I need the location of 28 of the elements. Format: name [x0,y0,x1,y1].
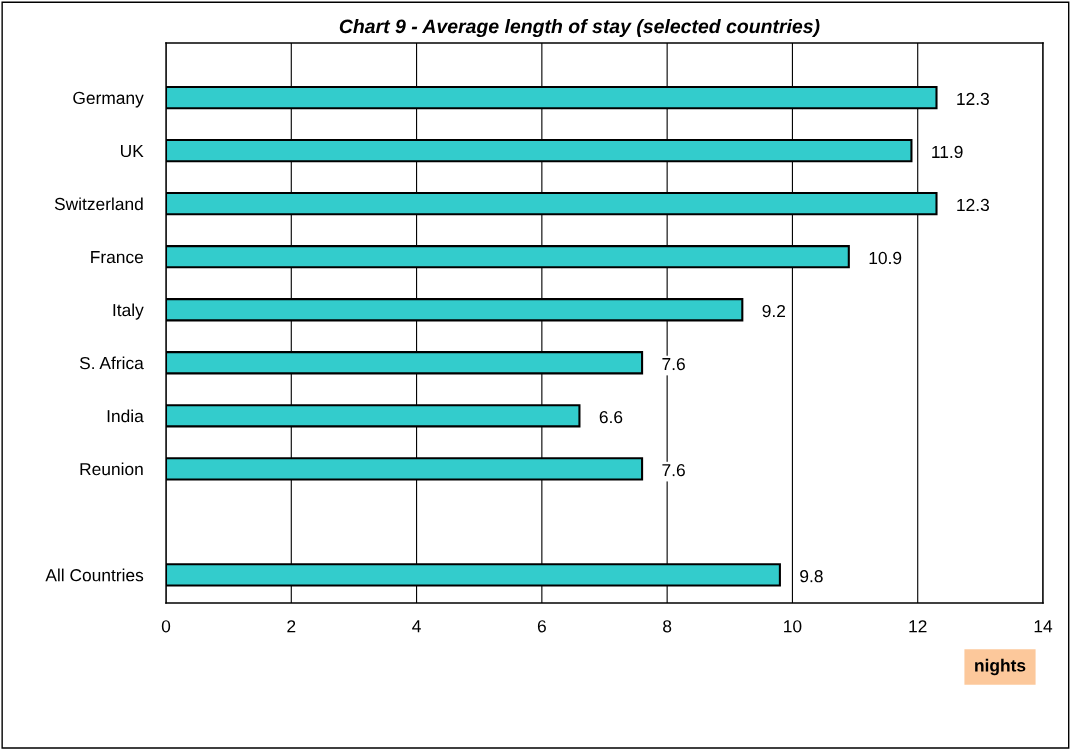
x-tick-label: 6 [537,620,546,633]
y-tick-label: Germany [73,91,144,108]
y-tick-label: S. Africa [79,356,144,370]
chart-title: Chart 9 - Average length of stay (selected countries) [339,18,820,38]
x-tick-label: 0 [161,620,171,633]
data-label: 9.2 [762,304,786,318]
data-label: 6.6 [599,410,623,424]
x-tick-label: 8 [663,620,672,633]
data-label: 12.3 [957,92,989,106]
y-tick-label: UK [121,145,144,158]
y-tick-label: All Countries [45,568,144,582]
y-tick-label: France [91,251,144,264]
data-label: 12.3 [957,198,989,212]
x-axis-title: nights [975,658,1026,676]
data-label: 7.6 [662,357,685,371]
x-tick-label: 14 [1034,620,1053,633]
y-tick-label: India [107,409,144,423]
y-tick-label: Italy [113,303,144,320]
x-tick-label: 2 [287,620,296,633]
data-label: 9.8 [800,570,823,583]
y-tick-label: Switzerland [54,197,143,211]
y-tick-label: Reunion [80,462,143,476]
data-label: 11.9 [932,145,963,159]
x-tick-label: 10 [784,620,802,633]
x-tick-label: 12 [909,620,927,633]
data-label: 10.9 [869,251,902,265]
x-tick-label: 4 [412,620,421,633]
data-label: 7.6 [662,463,685,477]
